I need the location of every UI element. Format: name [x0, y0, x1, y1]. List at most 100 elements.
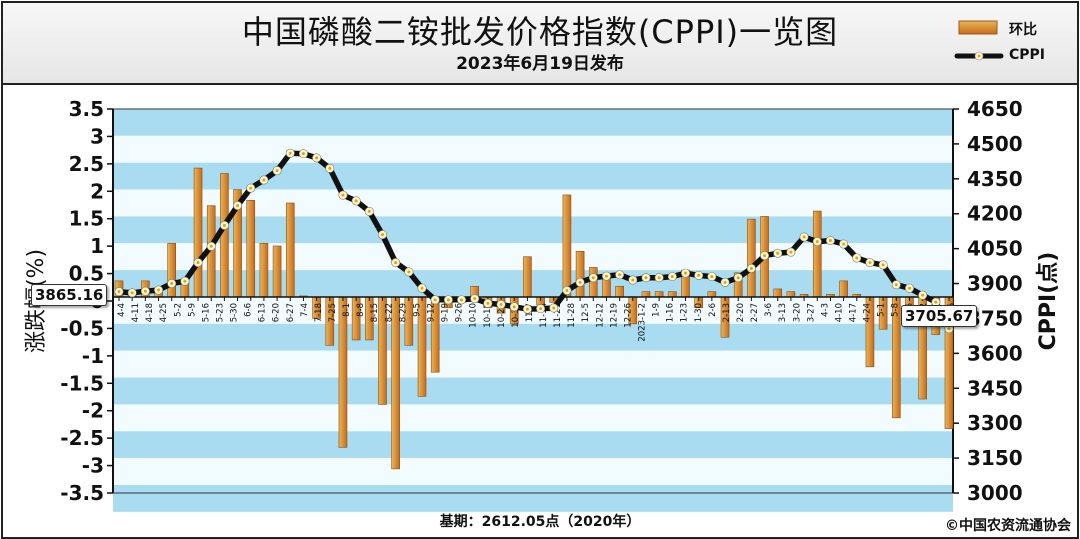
cppi-point-center	[196, 261, 200, 265]
cppi-point-center	[842, 242, 846, 246]
x-axis-tick-label: 10-24	[497, 303, 507, 328]
x-axis-tick-label: 4-3	[820, 303, 830, 317]
x-axis-tick-label: 3-6	[764, 303, 774, 317]
x-axis-tick-label: 7-25	[328, 303, 338, 322]
bar-mark	[786, 291, 796, 298]
cppi-point-center	[921, 293, 925, 297]
x-axis-tick-label: 10-10	[469, 303, 479, 328]
bar-mark	[641, 291, 651, 298]
cppi-point-center	[288, 151, 292, 155]
cppi-point-center	[697, 273, 701, 277]
x-axis-tick-label: 3-27	[806, 303, 816, 322]
x-axis-tick-label: 4-25	[159, 303, 169, 322]
cppi-point-center	[723, 280, 727, 284]
grid-band	[113, 135, 953, 163]
x-axis-tick-label: 11-21	[553, 303, 563, 328]
x-axis-tick-label: 4-24	[863, 303, 873, 322]
x-axis-tick-label: 8-8	[356, 303, 366, 317]
x-axis-tick-label: 5-1	[877, 303, 887, 317]
x-axis-tick-label: 12-5	[581, 303, 591, 322]
bar-mark	[272, 245, 282, 298]
cppi-point-center	[670, 275, 674, 279]
x-axis-tick-label: 2023-1-2	[638, 303, 648, 342]
left-axis-tick-label: -2	[82, 399, 104, 423]
left-axis-tick-label: 2	[90, 179, 104, 203]
cppi-point-center	[249, 186, 253, 190]
x-axis-tick-label: 7-4	[300, 303, 310, 317]
left-axis-tick-label: 1	[90, 234, 104, 258]
cppi-line	[116, 150, 952, 332]
cppi-point-center	[776, 251, 780, 255]
left-axis-tick-label: -3	[82, 454, 104, 478]
chart-header: 中国磷酸二铵批发价格指数(CPPI)一览图 2023年6月19日发布 环比 CP…	[3, 3, 1077, 85]
bar-mark	[839, 280, 848, 298]
legend-line-swatch	[954, 51, 1004, 61]
right-axis-tick-label: 4350	[967, 167, 1023, 191]
bar-mark	[523, 256, 532, 298]
cppi-point-center	[710, 275, 714, 279]
cppi-point-center	[222, 223, 226, 227]
x-axis-tick-label: 8-29	[398, 303, 408, 322]
cppi-point-center	[855, 256, 859, 260]
cppi-point-center	[802, 235, 806, 239]
bar-mark	[654, 291, 664, 298]
bar-mark	[220, 173, 229, 298]
grid-band	[113, 109, 953, 136]
legend-line-label: CPPI	[1009, 47, 1046, 63]
cppi-point-center	[236, 204, 240, 208]
x-axis-tick-label: 2-20	[736, 303, 746, 322]
copyright-note: ©中国农资流通协会	[945, 518, 1071, 534]
cppi-point-center	[618, 273, 622, 277]
cppi-point-center	[486, 301, 490, 305]
bar-mark	[575, 251, 585, 298]
grid-band	[113, 485, 953, 512]
x-axis-tick-label: 12-19	[609, 303, 619, 328]
x-axis-tick-label: 6-6	[244, 303, 254, 317]
cppi-point-center	[657, 276, 661, 280]
right-axis-tick-label: 3000	[967, 481, 1023, 505]
legend-item-bar: 环比	[953, 17, 1073, 39]
right-axis-tick-label: 3600	[967, 341, 1023, 365]
cppi-point-center	[420, 286, 424, 290]
left-axis-tick-label: -1	[82, 344, 104, 368]
right-axis-tick-label: 3300	[967, 411, 1023, 435]
cppi-point-center	[934, 300, 938, 304]
x-axis-tick-label: 9-5	[412, 303, 422, 317]
cppi-point-center	[578, 280, 582, 284]
cppi-point-center	[565, 289, 569, 293]
x-axis-tick-label: 4-4	[117, 303, 127, 317]
bar-mark	[259, 242, 269, 298]
left-axis-tick-label: 3	[90, 124, 104, 148]
x-axis-tick-label: 8-15	[370, 303, 380, 322]
cppi-point-center	[763, 254, 767, 258]
right-axis-label: CPPI(点)	[1035, 252, 1061, 351]
cppi-point-center	[183, 279, 187, 283]
cppi-point-center	[143, 289, 147, 293]
cppi-point-center	[341, 193, 345, 197]
cppi-point-center	[631, 278, 635, 282]
chart-title: 中国磷酸二铵批发价格指数(CPPI)一览图	[241, 13, 839, 51]
cppi-point-center	[644, 276, 648, 280]
callout-start-value: 3865.16	[31, 284, 108, 306]
left-axis-tick-label: -3.5	[60, 481, 104, 505]
cppi-point-center	[460, 298, 464, 302]
right-axis-tick-label: 3450	[967, 376, 1023, 400]
bar-mark	[338, 296, 348, 448]
left-axis-tick-label: -0.5	[60, 316, 104, 340]
bar-mark	[285, 202, 295, 298]
cppi-point-center	[907, 286, 911, 290]
combo-chart: 3.532.521.510.50-0.5-1-1.5-2-2.5-3-3.5涨跌…	[24, 97, 1061, 512]
cppi-point-center	[380, 233, 384, 237]
x-axis-tick-label: 2-13	[722, 303, 732, 322]
cppi-point-center	[684, 271, 688, 275]
x-axis-tick-label: 6-13	[258, 303, 268, 322]
cppi-point-center	[354, 199, 358, 203]
x-axis-tick-label: 2-6	[708, 303, 718, 317]
x-axis-tick-label: 8-1	[342, 303, 352, 317]
x-axis-tick-label: 1-23	[680, 303, 690, 322]
cppi-point-center	[512, 305, 516, 309]
bar-mark	[562, 194, 572, 298]
bar-mark	[812, 210, 822, 298]
cppi-point-center	[736, 276, 740, 280]
